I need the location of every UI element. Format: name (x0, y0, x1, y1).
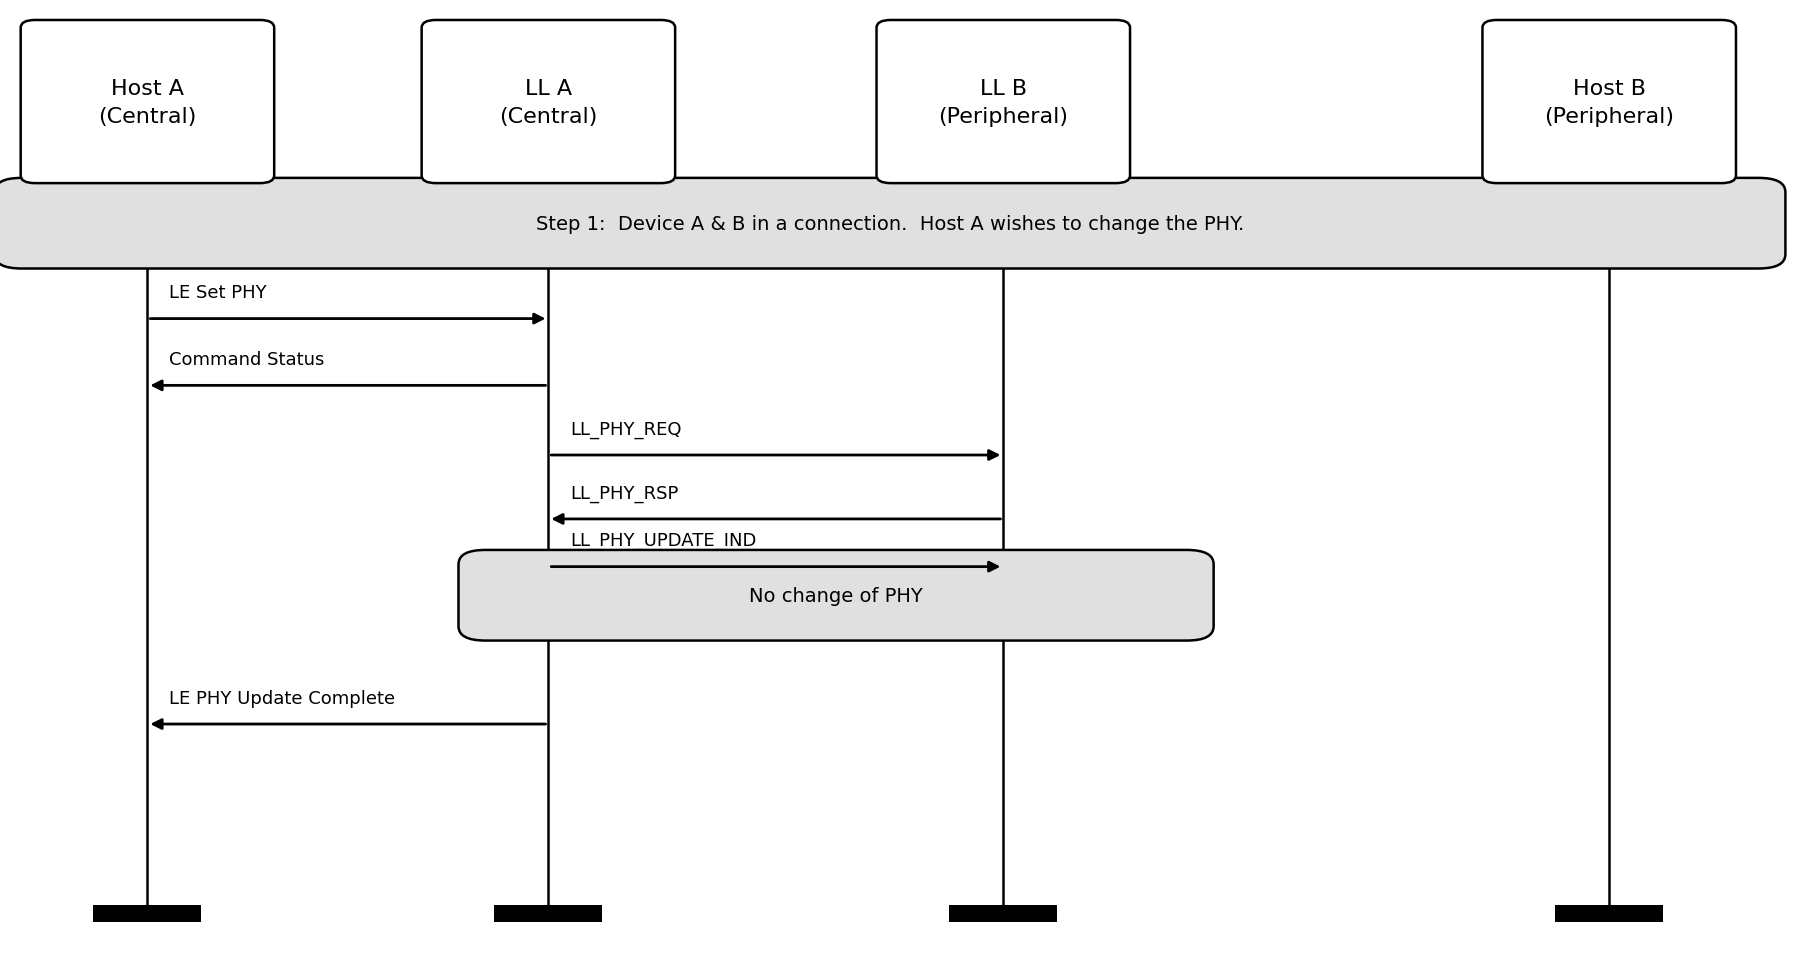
Text: LE Set PHY: LE Set PHY (169, 284, 266, 302)
FancyBboxPatch shape (1482, 21, 1737, 184)
FancyBboxPatch shape (0, 179, 1785, 270)
Text: LE PHY Update Complete: LE PHY Update Complete (169, 689, 396, 707)
Text: No change of PHY: No change of PHY (750, 586, 922, 605)
FancyBboxPatch shape (458, 551, 1214, 640)
Text: LL A
(Central): LL A (Central) (500, 78, 597, 127)
Text: Host A
(Central): Host A (Central) (99, 78, 196, 127)
Bar (494, 905, 602, 923)
FancyBboxPatch shape (22, 21, 275, 184)
Text: LL_PHY_UPDATE_IND: LL_PHY_UPDATE_IND (570, 532, 757, 550)
Bar (93, 905, 201, 923)
FancyBboxPatch shape (421, 21, 676, 184)
Text: LL_PHY_REQ: LL_PHY_REQ (570, 420, 681, 438)
Text: Step 1:  Device A & B in a connection.  Host A wishes to change the PHY.: Step 1: Device A & B in a connection. Ho… (536, 214, 1244, 233)
Text: Host B
(Peripheral): Host B (Peripheral) (1544, 78, 1674, 127)
Bar (1555, 905, 1663, 923)
Bar (949, 905, 1057, 923)
Text: LL B
(Peripheral): LL B (Peripheral) (939, 78, 1068, 127)
Text: LL_PHY_RSP: LL_PHY_RSP (570, 484, 678, 502)
Text: Command Status: Command Status (169, 351, 324, 369)
FancyBboxPatch shape (877, 21, 1131, 184)
